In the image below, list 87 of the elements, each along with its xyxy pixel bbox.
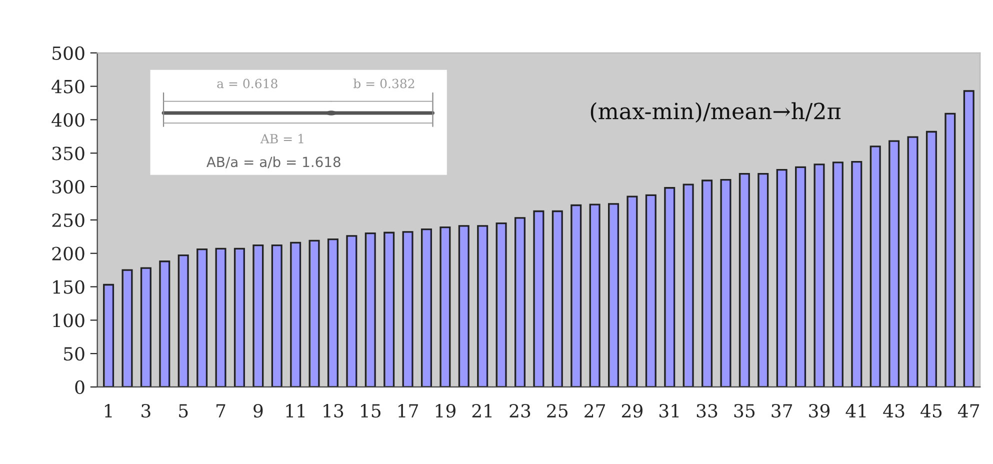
annotation: a = 0.618 [217,78,278,88]
bar [178,254,189,387]
bar [514,217,526,387]
y-tick-label: 400 [52,113,84,127]
bar [402,231,414,387]
bar [795,166,806,387]
x-tick-label: 5 [179,404,188,418]
annotation: b = 0.382 [353,78,414,88]
x-tick-label: 21 [472,404,492,418]
x-tick-label: 13 [324,404,344,418]
bar [420,228,432,387]
bar [944,112,956,387]
bar [963,90,974,387]
x-tick-label: 17 [398,404,418,418]
bar [234,248,245,387]
annotation: AB = 1 [260,134,304,144]
x-tick-label: 9 [254,404,263,418]
y-tick-label: 50 [64,347,84,361]
bar [346,235,358,387]
bar [215,248,226,387]
bar [682,184,694,387]
annotation: (max-min)/mean→h/2π [590,102,841,123]
y-tick-label: 200 [52,246,84,260]
x-tick-label: 27 [584,404,605,418]
bar [271,244,282,387]
x-tick-label: 25 [547,404,568,418]
bar [103,284,114,387]
y-tick-label: 450 [52,80,84,94]
bar [364,232,376,387]
bar [926,130,937,387]
bar [888,140,900,387]
bar [308,240,320,387]
x-tick-label: 31 [660,404,679,418]
bar [702,180,713,387]
x-tick-label: 3 [142,404,150,418]
x-tick-label: 1 [104,404,112,418]
bar [608,203,620,387]
x-tick-label: 29 [622,404,642,418]
x-tick-label: 23 [510,404,530,418]
bar [477,225,488,387]
y-tick-label: 150 [53,280,84,294]
x-tick-label: 39 [809,404,830,418]
bar [626,196,638,387]
x-tick-label: 7 [216,404,226,418]
bar [327,238,338,387]
y-tick-label: 500 [52,46,84,60]
x-tick-label: 15 [361,404,380,418]
x-tick-label: 11 [286,404,304,418]
bar [570,204,582,387]
bar [758,173,769,387]
bar [552,210,563,387]
bar [458,225,470,387]
bar [384,232,395,387]
bar [122,269,133,387]
bar [252,244,264,387]
bar [290,242,302,387]
bar [738,173,750,387]
x-tick-label: 43 [883,404,904,418]
bar [851,160,862,387]
x-tick-label: 45 [920,404,942,418]
x-tick-label: 37 [772,404,792,418]
x-tick-label: 33 [696,404,718,418]
y-tick-label: 350 [52,146,84,160]
x-tick-label: 19 [436,404,456,418]
bar [496,222,507,387]
bar [832,162,844,387]
bar [645,194,656,387]
y-tick-label: 0 [75,380,84,394]
bar [196,248,208,387]
bar [589,204,600,387]
x-tick-label: 47 [958,404,980,418]
bar [159,260,170,387]
y-tick-label: 250 [52,213,84,228]
annotation: AB/a = a/b = 1.618 [206,156,340,168]
x-tick-label: 41 [846,404,866,418]
bar [440,226,451,387]
y-tick-label: 300 [52,180,84,194]
bar [533,210,544,387]
x-tick-label: 35 [734,404,755,418]
bar [814,164,825,387]
bar [720,179,732,387]
bar [907,136,918,387]
bar [664,187,676,387]
bar [870,146,881,387]
bar [140,267,152,387]
bar [776,168,788,387]
y-tick-label: 100 [53,314,84,328]
